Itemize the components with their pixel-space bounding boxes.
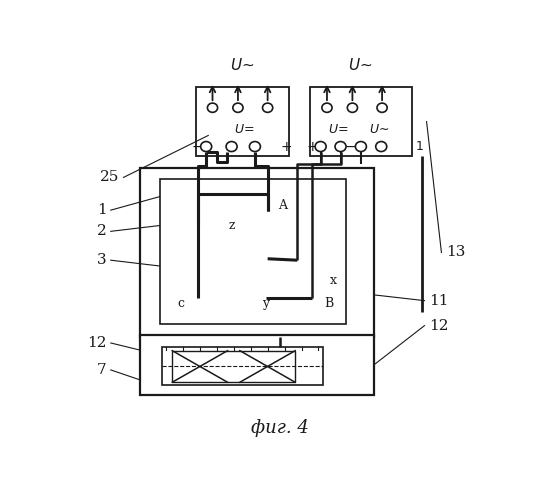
Circle shape	[322, 103, 332, 113]
Text: 2: 2	[97, 224, 107, 238]
Text: $U\!=\!$: $U\!=\!$	[234, 124, 254, 136]
Text: 1: 1	[97, 203, 107, 217]
Text: $U\!\sim$: $U\!\sim$	[348, 58, 373, 74]
Text: +: +	[306, 140, 318, 153]
Text: c: c	[177, 297, 184, 310]
Circle shape	[376, 142, 387, 152]
Circle shape	[207, 103, 218, 113]
Circle shape	[233, 103, 243, 113]
Text: 1: 1	[416, 140, 424, 153]
Bar	[160, 180, 346, 324]
Bar	[141, 336, 374, 395]
Text: 12: 12	[429, 318, 448, 332]
Circle shape	[347, 103, 358, 113]
Text: +: +	[281, 140, 293, 153]
Text: $U\!\sim$: $U\!\sim$	[369, 124, 389, 136]
Circle shape	[315, 142, 326, 152]
Text: 7: 7	[97, 363, 107, 377]
Text: 13: 13	[446, 246, 465, 260]
Circle shape	[377, 103, 387, 113]
Bar	[172, 350, 295, 382]
Circle shape	[201, 142, 212, 152]
Circle shape	[249, 142, 260, 152]
Text: y: y	[262, 297, 269, 310]
Bar	[141, 168, 374, 337]
Text: A: A	[278, 199, 287, 212]
Circle shape	[356, 142, 366, 152]
Text: $U\!\sim$: $U\!\sim$	[230, 58, 254, 74]
Text: $U\!=\!$: $U\!=\!$	[328, 124, 349, 136]
Text: −: −	[192, 140, 203, 153]
Bar	[162, 347, 323, 386]
Bar	[310, 87, 412, 156]
Text: B: B	[324, 297, 334, 310]
Text: фиг. 4: фиг. 4	[252, 418, 309, 436]
Text: 3: 3	[97, 253, 107, 267]
Bar	[196, 87, 289, 156]
Circle shape	[263, 103, 273, 113]
Text: 11: 11	[429, 294, 448, 308]
Circle shape	[226, 142, 237, 152]
Circle shape	[335, 142, 346, 152]
Text: 12: 12	[87, 336, 107, 350]
Text: z: z	[228, 219, 235, 232]
Text: −: −	[345, 140, 356, 153]
Text: 25: 25	[100, 170, 119, 184]
Text: x: x	[330, 274, 337, 287]
